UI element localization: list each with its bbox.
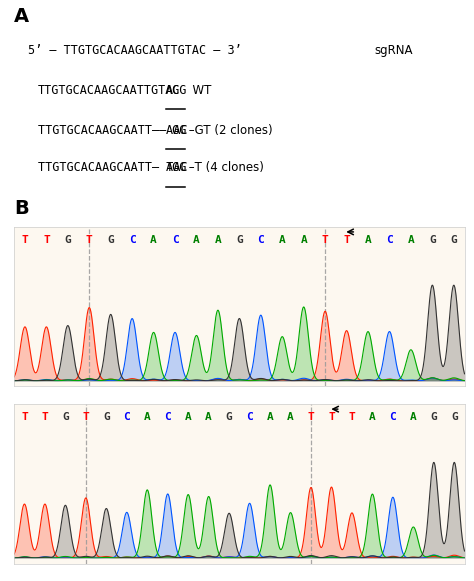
Text: G: G: [430, 412, 437, 422]
Text: C: C: [172, 235, 178, 245]
Text: A: A: [185, 412, 191, 422]
Text: G: G: [451, 412, 458, 422]
Text: 5’ – TTGTGCACAAGCAATTGTAC – 3’: 5’ – TTGTGCACAAGCAATTGTAC – 3’: [28, 44, 242, 57]
Text: A: A: [144, 412, 151, 422]
Text: A: A: [279, 235, 286, 245]
Text: T: T: [82, 412, 89, 422]
Text: C: C: [123, 412, 130, 422]
Text: AGG: AGG: [166, 124, 187, 137]
Text: T: T: [86, 235, 92, 245]
Text: G: G: [62, 412, 69, 422]
Text: T: T: [21, 235, 28, 245]
Text: A: A: [205, 412, 212, 422]
Text: AGG: AGG: [166, 84, 187, 97]
Text: sgRNA: sgRNA: [374, 44, 413, 57]
Text: T: T: [308, 412, 314, 422]
Text: A: A: [408, 235, 414, 245]
Text: G: G: [236, 235, 243, 245]
Text: G: G: [103, 412, 109, 422]
Text: TTGTGCACAAGCAATT–– AC: TTGTGCACAAGCAATT–– AC: [38, 124, 188, 137]
Text: C: C: [164, 412, 171, 422]
Text: T: T: [348, 412, 356, 422]
Text: –GT (2 clones): –GT (2 clones): [185, 124, 273, 137]
Text: C: C: [390, 412, 396, 422]
Text: WT: WT: [185, 84, 211, 97]
Text: T: T: [343, 235, 350, 245]
Text: C: C: [129, 235, 136, 245]
Text: B: B: [14, 199, 29, 218]
Text: G: G: [226, 412, 233, 422]
Text: –T (4 clones): –T (4 clones): [185, 161, 264, 174]
Text: A: A: [193, 235, 200, 245]
Text: G: G: [450, 235, 457, 245]
Text: A: A: [365, 235, 372, 245]
Text: T: T: [21, 412, 28, 422]
Text: T: T: [42, 412, 48, 422]
Text: G: G: [64, 235, 71, 245]
Text: A: A: [410, 412, 417, 422]
Text: G: G: [429, 235, 436, 245]
Text: T: T: [322, 235, 328, 245]
Text: A: A: [215, 235, 221, 245]
Text: AGG: AGG: [166, 161, 187, 174]
Text: A: A: [150, 235, 157, 245]
Text: C: C: [386, 235, 393, 245]
Text: C: C: [246, 412, 253, 422]
Text: TTGTGCACAAGCAATTGTAC: TTGTGCACAAGCAATTGTAC: [38, 84, 181, 97]
Text: A: A: [267, 412, 273, 422]
Text: A: A: [301, 235, 307, 245]
Text: G: G: [107, 235, 114, 245]
Text: TTGTGCACAAGCAATT– TAC: TTGTGCACAAGCAATT– TAC: [38, 161, 188, 174]
Text: T: T: [328, 412, 335, 422]
Text: A: A: [14, 6, 29, 26]
Text: A: A: [369, 412, 376, 422]
Text: A: A: [287, 412, 294, 422]
Text: T: T: [43, 235, 50, 245]
Text: C: C: [257, 235, 264, 245]
